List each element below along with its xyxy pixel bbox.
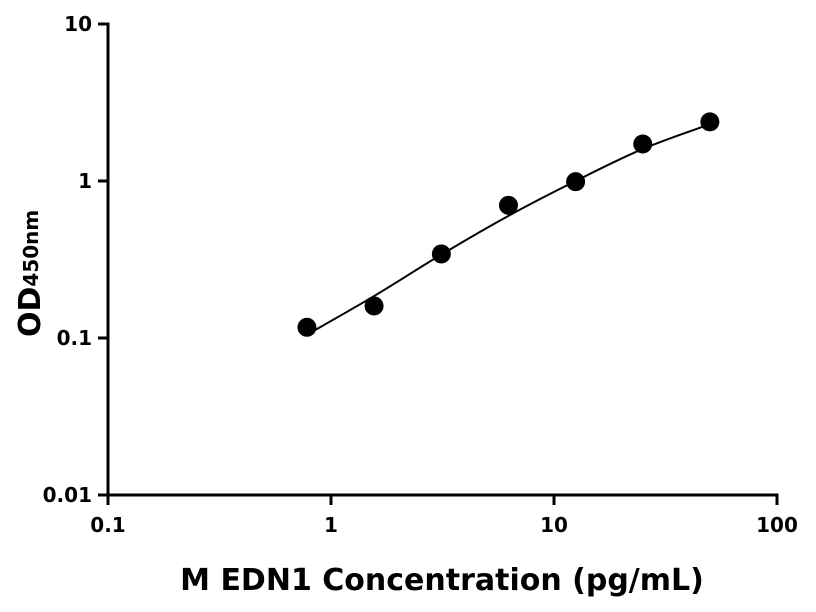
x-tick-label: 10: [540, 513, 568, 537]
x-axis-label: M EDN1 Concentration (pg/mL): [180, 563, 704, 598]
y-tick-label: 10: [64, 12, 92, 36]
data-point: [633, 134, 653, 154]
x-tick-label: 100: [756, 513, 798, 537]
data-point: [297, 317, 317, 337]
y-axis-label-sub: 450nm: [19, 210, 43, 287]
y-tick-label: 0.01: [43, 483, 92, 507]
data-point: [364, 296, 384, 316]
data-point: [431, 244, 451, 264]
data-point: [566, 172, 586, 192]
data-point: [498, 195, 518, 215]
x-tick-label: 1: [324, 513, 338, 537]
data-point: [700, 112, 720, 132]
y-tick-label: 1: [78, 169, 92, 193]
x-tick-label: 0.1: [90, 513, 125, 537]
y-axis-label: OD450nm: [13, 210, 48, 337]
y-tick-label: 0.1: [57, 326, 92, 350]
y-axis-label-main: OD: [13, 287, 48, 337]
